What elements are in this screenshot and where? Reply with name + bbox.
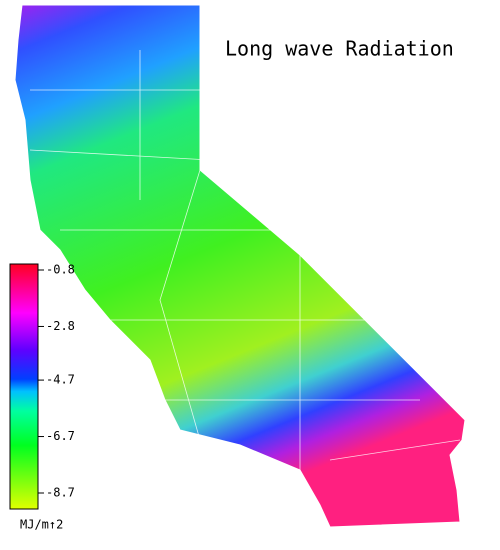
colorbar-tick-label: -4.7	[46, 373, 75, 387]
colorbar-tick-label: -6.7	[46, 429, 75, 443]
colorbar-tick-label: -0.8	[46, 263, 75, 277]
colorbar	[9, 263, 39, 510]
colorbar-tick-label: -8.7	[46, 486, 75, 500]
california-map	[14, 4, 466, 528]
county-lines	[29, 50, 461, 470]
map-title: Long wave Radiation	[225, 37, 454, 61]
colorbar-unit: MJ/m↑2	[20, 518, 63, 532]
colorbar-axis: -0.8 -2.8 -4.7 -6.7 -8.7	[38, 263, 75, 500]
colorbar-tick-label: -2.8	[46, 319, 75, 333]
